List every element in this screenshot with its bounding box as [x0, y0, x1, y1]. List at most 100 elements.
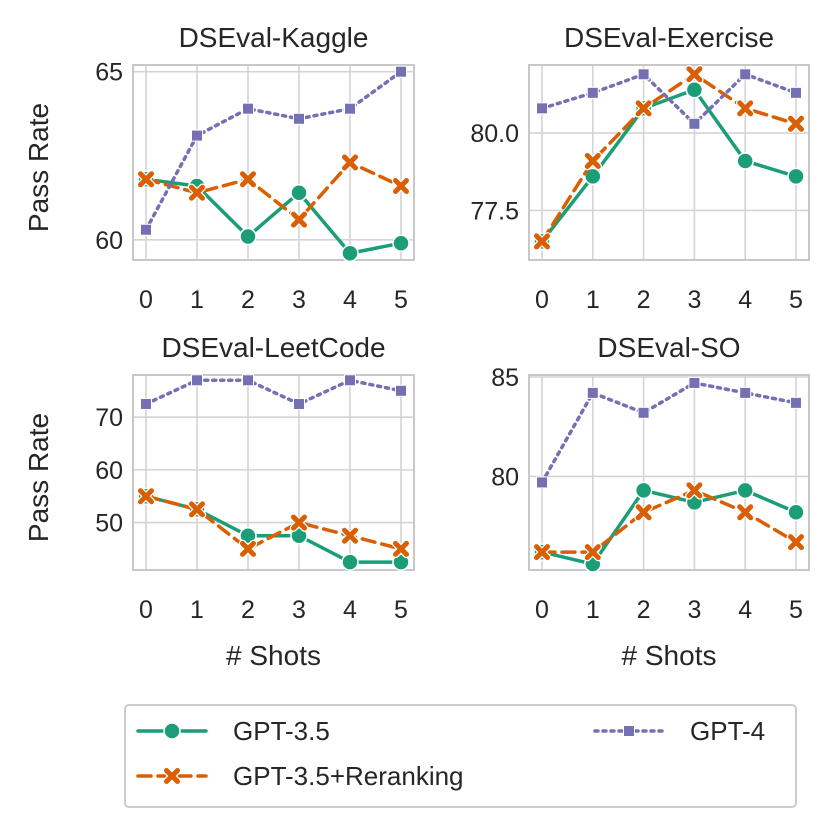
data-point-gpt-4: [536, 476, 548, 489]
data-point-gpt-3-5: [736, 152, 754, 170]
y-tick-label: 80.0: [470, 120, 519, 148]
y-axis-label: Pass Rate: [23, 103, 54, 232]
x-tick-label: 3: [687, 596, 701, 624]
x-tick-label: 3: [687, 286, 701, 314]
data-point-gpt-4: [586, 86, 599, 99]
data-point-gpt-3-5-reranking: [532, 542, 552, 562]
series-line-gpt-3-5-reranking: [144, 160, 403, 222]
y-tick-label: 80: [491, 463, 519, 491]
data-point-gpt-3-5-reranking: [735, 99, 755, 118]
legend-label: GPT-3.5+Reranking: [233, 761, 464, 791]
x-tick-label: 2: [241, 596, 255, 624]
x-tick-label: 4: [343, 286, 357, 314]
series-line-gpt-4: [144, 378, 403, 406]
panel-dseval-leetcode: DSEval-LeetCode 0 1 2 3 4 5 50 60 70 Pass Rate # Sh…: [23, 332, 415, 671]
data-point-gpt-3-5-reranking: [238, 539, 258, 559]
x-axis-label: # Shots: [622, 640, 717, 671]
data-point-gpt-4: [739, 68, 752, 81]
data-point-gpt-4: [790, 396, 802, 409]
plot-frame: [132, 64, 415, 261]
data-point-gpt-3-5: [787, 503, 805, 522]
data-point-gpt-4: [688, 117, 701, 130]
data-point-gpt-3-5-reranking: [289, 513, 309, 532]
data-point-gpt-4: [344, 374, 356, 387]
x-tick-label: 3: [292, 286, 306, 314]
data-point-gpt-3-5: [239, 227, 257, 246]
data-point-gpt-3-5-reranking: [289, 210, 309, 229]
data-point-gpt-4: [688, 376, 701, 389]
data-point-gpt-3-5-reranking: [735, 503, 755, 522]
data-point-gpt-3-5-reranking: [391, 176, 411, 196]
data-point-gpt-3-5: [392, 234, 410, 252]
series-gpt-3-5: [533, 481, 805, 573]
series-line-gpt-4: [144, 69, 403, 232]
series-gpt-3-5-reranking: [136, 486, 411, 559]
data-point-gpt-4: [344, 102, 356, 115]
x-tick-label: 5: [394, 596, 408, 624]
data-point-gpt-4: [395, 384, 407, 397]
legend-entry-gpt-4: GPT-4: [593, 716, 765, 746]
x-tick-label: 0: [139, 596, 153, 624]
data-point-gpt-3-5-reranking: [685, 65, 704, 84]
data-point-gpt-4: [586, 386, 599, 399]
x-tick-label: 0: [535, 286, 549, 314]
data-point-gpt-3-5-reranking: [391, 539, 411, 559]
series-line-gpt-3-5-reranking: [540, 488, 798, 554]
x-tick-label: 4: [738, 286, 752, 314]
data-point-gpt-4: [191, 374, 203, 387]
x-tick-label: 1: [190, 286, 204, 314]
plot-frame: [132, 374, 415, 571]
legend: GPT-3.5 GPT-3.5+Reranking GPT-4: [124, 704, 797, 808]
series-gpt-3-5: [137, 170, 410, 263]
data-point-gpt-3-5: [341, 553, 359, 571]
data-point-gpt-3-5: [584, 167, 602, 186]
x-tick-label: 5: [789, 286, 803, 314]
data-point-gpt-3-5-reranking: [340, 526, 360, 545]
series-line-gpt-3-5-reranking: [144, 494, 403, 551]
plot-frame: [528, 64, 810, 261]
data-point-gpt-4: [739, 386, 752, 399]
x-tick-label: 4: [738, 596, 752, 624]
data-point-gpt-3-5-reranking: [634, 99, 653, 118]
data-point-gpt-3-5-reranking: [136, 170, 156, 189]
data-point-gpt-3-5-reranking: [583, 151, 603, 171]
legend-label: GPT-4: [690, 716, 765, 746]
data-point-gpt-3-5-reranking: [786, 532, 806, 552]
y-tick-label: 60: [95, 227, 123, 255]
x-tick-label: 4: [343, 596, 357, 624]
series-gpt-3-5-reranking: [136, 153, 411, 229]
panel-dseval-exercise: DSEval-Exercise 0 1 2 3 4 5 77.5 80.0: [470, 22, 810, 314]
x-tick-label: 0: [535, 596, 549, 624]
data-point-gpt-3-5: [634, 481, 653, 500]
series-gpt-3-5: [137, 487, 410, 571]
data-point-gpt-3-5-reranking: [238, 170, 258, 189]
panel-title: DSEval-Kaggle: [179, 22, 369, 53]
data-point-gpt-3-5-reranking: [634, 503, 653, 522]
x-axis-label: # Shots: [226, 640, 321, 671]
data-point-gpt-3-5-reranking: [685, 481, 704, 500]
data-point-gpt-3-5-reranking: [136, 486, 156, 506]
x-tick-label: 3: [292, 596, 306, 624]
y-tick-label: 50: [95, 510, 123, 538]
data-point-gpt-4: [395, 65, 407, 78]
x-tick-label: 1: [586, 286, 600, 314]
y-tick-label: 85: [491, 364, 519, 392]
series-gpt-3-5-reranking: [532, 65, 806, 251]
data-point-gpt-4: [140, 397, 152, 410]
series-gpt-3-5: [533, 81, 805, 251]
x-tick-label: 0: [139, 286, 153, 314]
data-point-gpt-3-5: [736, 481, 754, 500]
plot-frame: [528, 374, 810, 571]
data-point-gpt-4: [191, 129, 203, 142]
x-tick-label: 2: [637, 596, 651, 624]
data-point-gpt-4: [242, 374, 254, 387]
legend-marker: [623, 725, 635, 737]
data-point-gpt-4: [637, 68, 650, 81]
data-point-gpt-3-5: [685, 81, 704, 99]
series-gpt-3-5-reranking: [532, 481, 806, 562]
data-point-gpt-3-5-reranking: [340, 153, 360, 172]
panel-title: DSEval-Exercise: [564, 22, 774, 53]
legend-marker: [163, 722, 181, 740]
data-point-gpt-3-5: [290, 184, 308, 202]
